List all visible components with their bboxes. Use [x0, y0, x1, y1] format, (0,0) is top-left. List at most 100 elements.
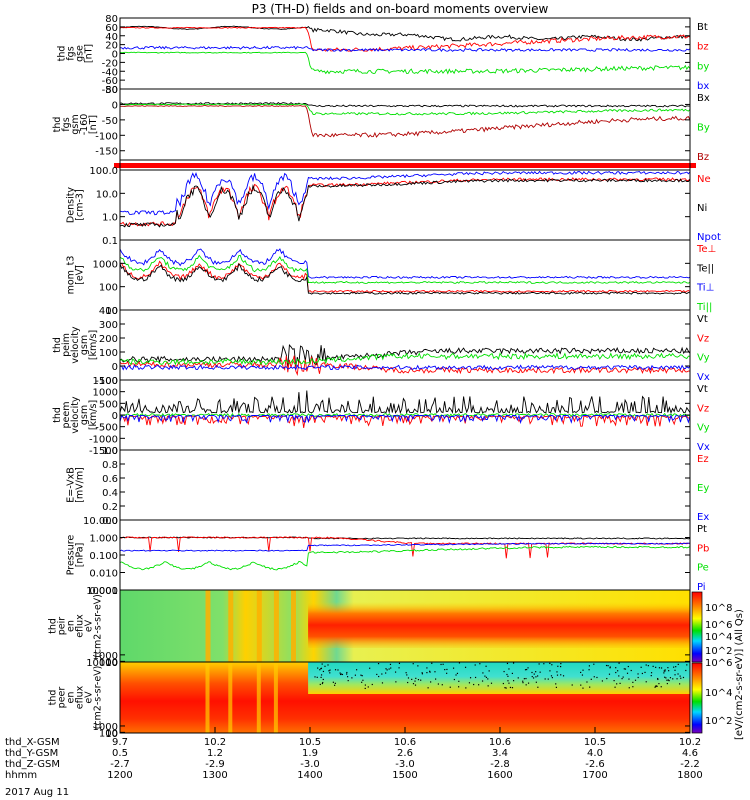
electron-spectrogram-speckle-35: [479, 663, 481, 665]
legend-4-Te: Te||: [696, 263, 714, 274]
electron-spectrogram-speckle-40: [650, 672, 653, 674]
electron-spectrogram-speckle-226: [531, 675, 533, 678]
electron-spectrogram-speckle-178: [385, 668, 387, 670]
xrow-0-value-4: 10.6: [489, 737, 511, 748]
electron-spectrogram-speckle-224: [361, 681, 363, 683]
electron-spectrogram-speckle-118: [452, 667, 455, 669]
panel-7: 1.0 0.8 0.6 0.4 0.2 0.0 E=-VxB[mV/m] Ez Ey Ex: [66, 446, 710, 527]
panel-4: 1000 100 10 mom_t3[eV] Te⊥ Te|| Ti⊥ Ti||: [66, 239, 716, 317]
electron-spectrogram-speckle-24: [596, 676, 598, 679]
ylabel-5-4: [km/s]: [88, 330, 99, 360]
ytick-label-6-1: 1000: [93, 388, 118, 399]
electron-spectrogram-speckle-7: [557, 665, 559, 667]
ylabel-7-1: [mV/m]: [75, 467, 86, 503]
electron-spectrogram-speckle-188: [508, 668, 510, 670]
electron-spectrogram-speckle-198: [442, 663, 444, 665]
legend-1-By: By: [697, 123, 710, 134]
ylabel-9-0: thd: [48, 618, 59, 634]
legend-8-Pi: Pi: [697, 582, 706, 593]
legend-0-by: by: [697, 61, 709, 72]
ylabel-6-0: thd: [52, 407, 63, 423]
electron-spectrogram-speckle-111: [406, 674, 408, 676]
electron-spectrogram-speckle-248: [654, 686, 656, 688]
colorbar-electron-tick-0: 10^6: [705, 658, 732, 669]
ylabel-0-0: thd: [57, 46, 68, 62]
ion-spectrogram-stripe-4: [291, 590, 296, 662]
electron-spectrogram-speckle-159: [674, 674, 676, 676]
ytick-label-5-5: -100: [95, 376, 118, 387]
electron-spectrogram-speckle-250: [414, 684, 417, 686]
ylabel-10-1: peer: [57, 687, 68, 709]
xrow-1-value-4: 3.4: [492, 748, 508, 759]
electron-spectrogram-speckle-20: [647, 665, 649, 667]
trace-5-Vz: [119, 355, 691, 376]
electron-spectrogram-speckle-125: [319, 683, 321, 686]
electron-spectrogram-speckle-105: [444, 668, 446, 671]
electron-spectrogram-speckle-238: [544, 678, 546, 680]
electron-spectrogram-speckle-236: [601, 680, 604, 682]
panel-2: [114, 159, 696, 171]
colorbar-ion-scale: [691, 591, 703, 663]
ylabel-9-2: en: [66, 620, 77, 632]
electron-spectrogram-speckle-31: [527, 667, 529, 669]
legend-7-Ex: Ex: [697, 512, 709, 523]
ion-spectrogram-stripe-3: [273, 590, 279, 662]
electron-spectrogram-speckle-209: [650, 675, 652, 677]
electron-spectrogram-speckle-185: [586, 681, 588, 683]
panel-frame-5: [119, 309, 691, 381]
electron-spectrogram-speckle-67: [538, 663, 540, 665]
electron-spectrogram-speckle-169: [426, 667, 428, 669]
electron-spectrogram-speckle-62: [394, 671, 397, 673]
electron-spectrogram-speckle-228: [590, 678, 592, 680]
ytick-label-0-6: -40: [102, 67, 118, 78]
ylabel-6-3: gsm: [79, 405, 90, 425]
electron-spectrogram-speckle-152: [420, 679, 422, 681]
electron-spectrogram-speckle-43: [321, 682, 324, 685]
electron-spectrogram-speckle-17: [664, 670, 666, 672]
electron-spectrogram-speckle-249: [339, 672, 341, 674]
electron-spectrogram-speckle-203: [341, 673, 344, 676]
legend-8-Pe: Pe: [697, 563, 709, 574]
xrow-2-value-1: -2.9: [205, 759, 225, 770]
electron-spectrogram-speckle-37: [329, 672, 331, 674]
ytick-label-7-5: 0.0: [102, 516, 118, 527]
electron-spectrogram-speckle-154: [367, 686, 369, 688]
legend-3-Npot: Npot: [697, 232, 721, 243]
electron-spectrogram-speckle-19: [509, 686, 512, 689]
panel-5: 400 300 200 100 0 -100 thdpeimvelocitygsm[km/s…: [52, 306, 710, 387]
electron-spectrogram-speckle-110: [677, 663, 679, 665]
electron-spectrogram-speckle-74: [660, 667, 663, 669]
legend-6-Vt: Vt: [697, 384, 708, 395]
legend-3-Ne: Ne: [697, 174, 711, 185]
electron-spectrogram-speckle-100: [641, 672, 643, 675]
electron-spectrogram-speckle-15: [560, 674, 562, 676]
electron-spectrogram-speckle-32: [556, 674, 559, 676]
electron-spectrogram-speckle-191: [618, 675, 620, 677]
legend-4-Te: Te⊥: [696, 244, 716, 255]
electron-spectrogram-speckle-181: [666, 682, 668, 685]
ylabel-3-1: [cm-3]: [75, 189, 86, 220]
electron-spectrogram-speckle-50: [656, 685, 658, 687]
electron-spectrogram-speckle-30: [652, 665, 654, 667]
electron-spectrogram-speckle-112: [427, 687, 429, 689]
electron-spectrogram-speckle-56: [523, 678, 525, 680]
electron-spectrogram-speckle-58: [668, 680, 670, 682]
panel-frame-0: [119, 17, 691, 90]
xrow-label-2: thd_Z-GSM: [5, 759, 60, 770]
electron-spectrogram-speckle-204: [615, 667, 617, 669]
electron-spectrogram-speckle-14: [405, 672, 407, 674]
ylabel-6-4: [km/s]: [88, 400, 99, 430]
electron-spectrogram-speckle-196: [609, 667, 611, 669]
colorbar-label: [eV/(cm2-s-sr-eV)] (All Qs): [734, 609, 745, 740]
trace-8-Pe: [119, 545, 691, 571]
electron-spectrogram-speckle-151: [677, 673, 679, 675]
colorbar-electron-scale: [691, 662, 703, 734]
electron-spectrogram-speckle-163: [672, 678, 674, 680]
electron-spectrogram-speckle-182: [605, 664, 608, 667]
ion-spectrogram-stripe-1: [228, 590, 234, 662]
ytick-label-9-1: 1000: [93, 651, 118, 662]
electron-spectrogram-speckle-149: [543, 663, 545, 665]
electron-spectrogram-speckle-211: [484, 675, 486, 677]
ylabel-1-2: gsm: [70, 114, 81, 134]
